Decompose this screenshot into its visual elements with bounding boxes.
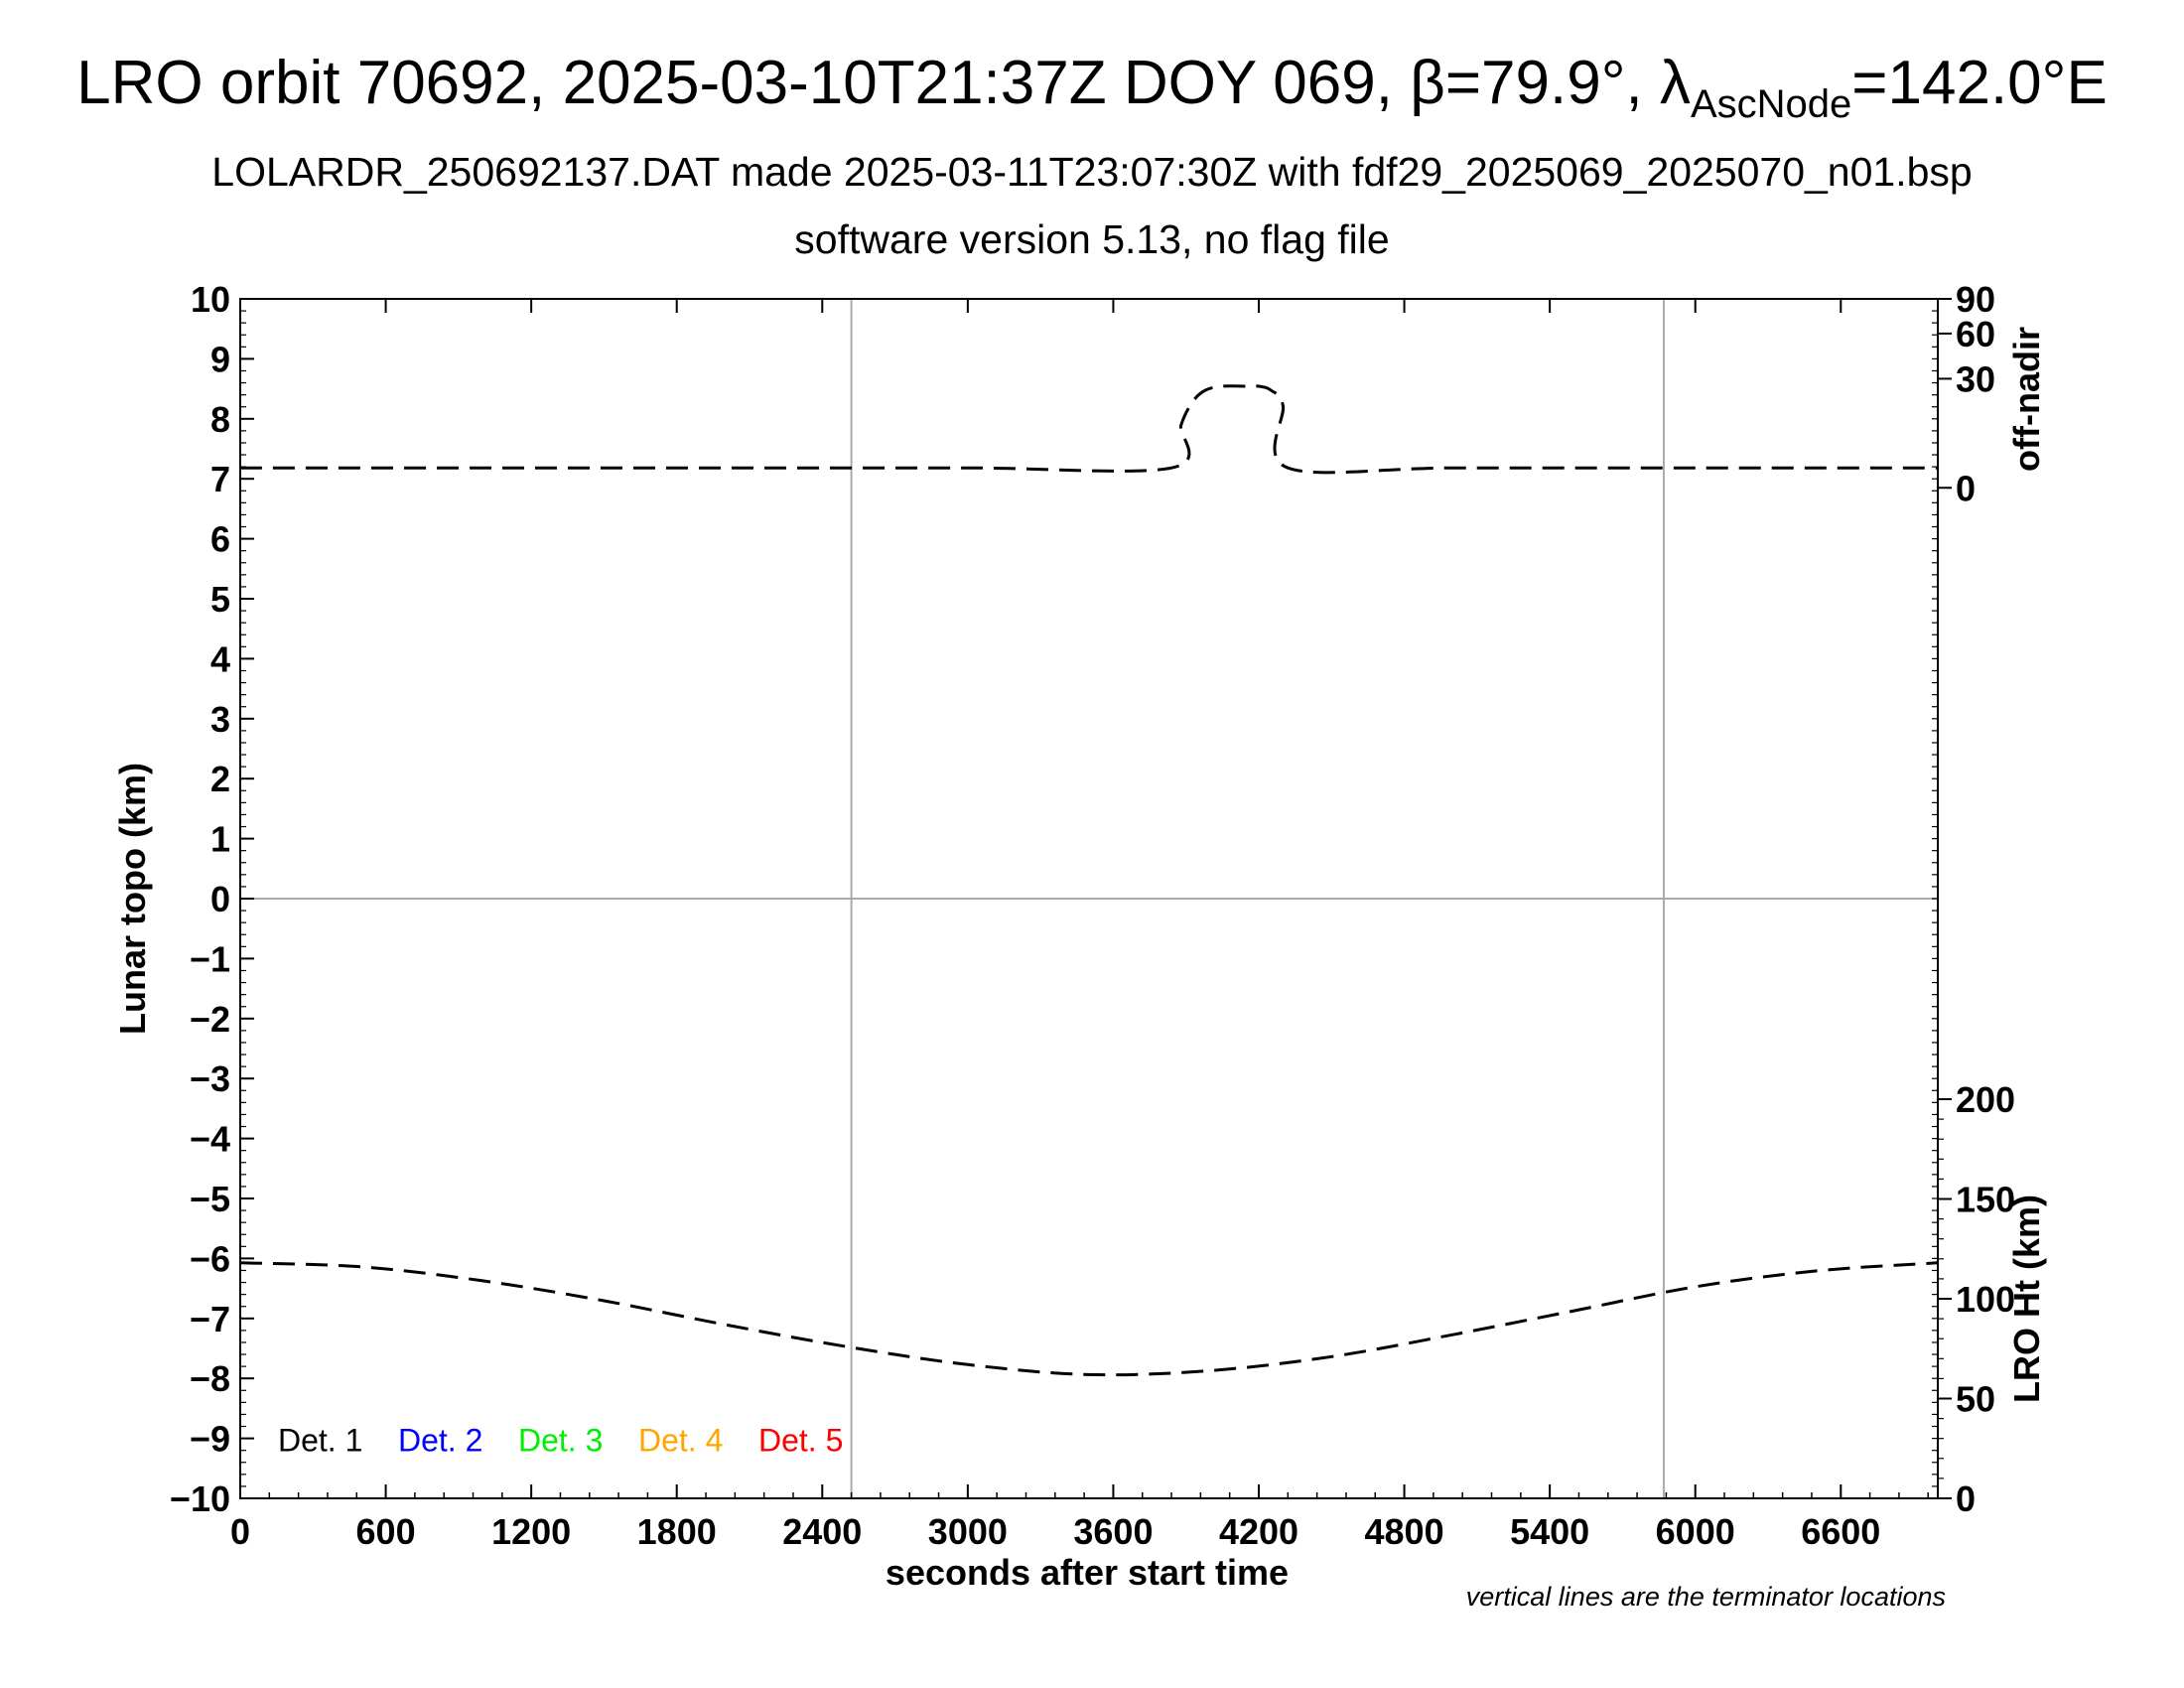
lro-height-line [239,1261,1939,1377]
y-tick-label: −10 [170,1478,230,1519]
off-nadir-tick-label: 0 [1956,468,1976,508]
y-tick-label: 9 [210,339,230,379]
y-tick-label: −2 [190,999,230,1040]
y-tick-label: 3 [210,699,230,740]
x-tick-label: 0 [230,1511,250,1552]
axis-ticks [239,298,1952,1499]
title-subscript: AscNode [1690,82,1852,126]
y-tick-label: 5 [210,579,230,620]
y-axis-label-left: Lunar topo (km) [112,763,153,1035]
x-tick-label: 3600 [1073,1511,1153,1552]
y-tick-label: 10 [191,279,230,320]
lro-ht-tick-label: 0 [1956,1478,1976,1519]
data-series [239,384,1939,1377]
y-tick-label: −6 [190,1238,230,1279]
y-tick-label: 8 [210,399,230,440]
lro-ht-tick-label: 200 [1956,1079,2015,1120]
x-tick-label: 6600 [1801,1511,1880,1552]
y-tick-label: −7 [190,1299,230,1339]
terminator-note: vertical lines are the terminator locati… [1466,1582,1946,1612]
y-tick-label: −1 [190,938,230,979]
legend-item-det-5: Det. 5 [758,1423,843,1459]
y-axis-label-off-nadir: off-nadir [2006,327,2047,472]
off-nadir-tick-label: 90 [1956,279,1995,320]
y-axis-label-lro-ht: LRO Ht (km) [2006,1195,2047,1403]
title-suffix: =142.0°E [1851,49,2108,117]
y-tick-label: −5 [190,1179,230,1219]
y-tick-label: −4 [190,1119,230,1160]
x-tick-label: 4200 [1219,1511,1298,1552]
x-tick-label: 4800 [1365,1511,1444,1552]
y-tick-label: 1 [210,819,230,860]
y-tick-label: 0 [210,879,230,919]
lro-ht-tick-label: 100 [1956,1279,2015,1320]
y-tick-label: 4 [210,638,230,679]
x-tick-label: 3000 [928,1511,1008,1552]
y-tick-label: −8 [190,1358,230,1399]
x-tick-label: 6000 [1656,1511,1735,1552]
y-tick-label: 6 [210,519,230,560]
y-tick-label: −9 [190,1419,230,1460]
x-tick-label: 1200 [491,1511,571,1552]
axis-labels: 0 600 1200 1800 2400 3000 3600 4200 4800 5400 6000… [170,279,2015,1552]
y-tick-label: −3 [190,1058,230,1099]
chart-title: LRO orbit 70692, 2025-03-10T21:37Z DOY 0… [0,48,2184,127]
x-tick-label: 1800 [637,1511,717,1552]
grid-lines [240,298,1938,1498]
legend-item-det-4: Det. 4 [638,1423,723,1459]
lro-ht-tick-label: 150 [1956,1180,2015,1220]
x-tick-label: 600 [356,1511,416,1552]
x-axis-label: seconds after start time [886,1552,1289,1593]
x-tick-label: 5400 [1510,1511,1589,1552]
title-prefix: LRO orbit 70692, 2025-03-10T21:37Z DOY 0… [76,49,1691,117]
off-nadir-tick-label: 30 [1956,358,1995,399]
legend-item-det-3: Det. 3 [518,1423,603,1459]
chart-subtitle-software: software version 5.13, no flag file [794,216,1390,262]
y-tick-label: 7 [210,459,230,499]
y-tick-label: 2 [210,759,230,799]
x-tick-label: 2400 [782,1511,862,1552]
off-nadir-line [240,384,1938,475]
legend-item-det-2: Det. 2 [398,1423,482,1459]
legend: Det. 1 Det. 2 Det. 3 Det. 4 Det. 5 [278,1423,843,1459]
lro-ht-tick-label: 50 [1956,1379,1995,1420]
off-nadir-tick-label: 60 [1956,314,1995,354]
legend-item-det-1: Det. 1 [278,1423,362,1459]
chart-subtitle-file: LOLARDR_250692137.DAT made 2025-03-11T23… [211,149,1973,195]
